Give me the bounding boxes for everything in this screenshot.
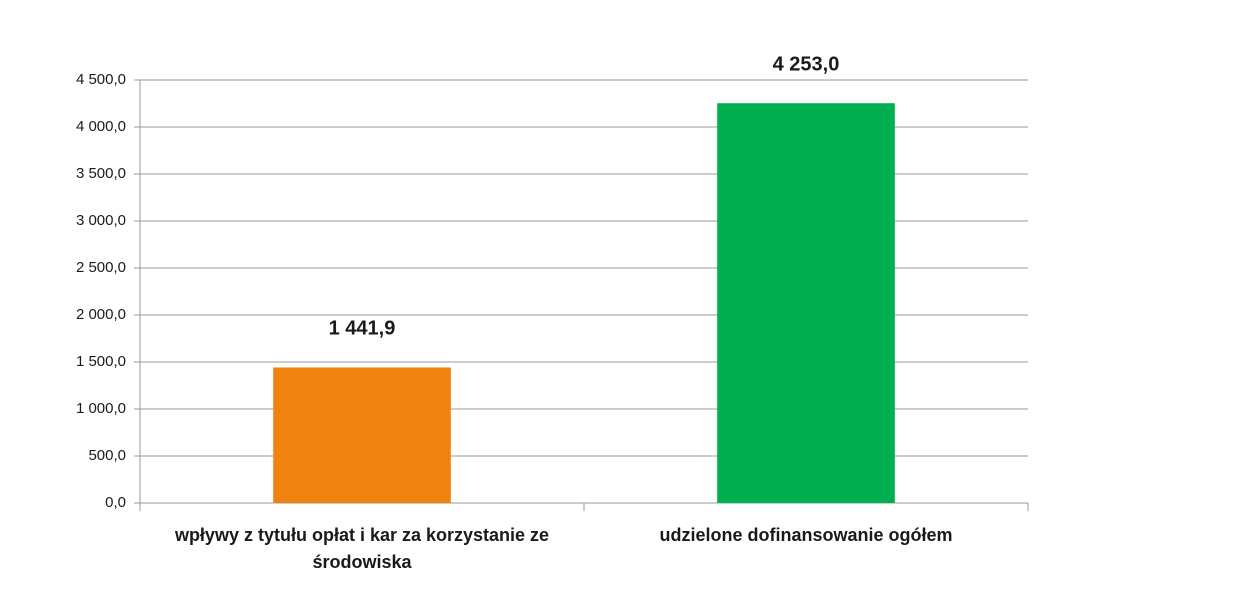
y-tick-label: 500,0 (88, 447, 126, 464)
y-tick-label: 2 500,0 (76, 259, 126, 276)
y-tick-label: 3 000,0 (76, 212, 126, 229)
data-label: 4 253,0 (773, 53, 840, 75)
y-tick-label: 4 000,0 (76, 118, 126, 135)
y-tick-label: 2 000,0 (76, 306, 126, 323)
data-label: 1 441,9 (329, 318, 396, 340)
x-tick-label: wpływy z tytułu opłat i kar za korzystan… (174, 525, 550, 572)
y-tick-label: 1 500,0 (76, 353, 126, 370)
bar (717, 103, 895, 503)
y-tick-label: 0,0 (105, 494, 126, 511)
x-tick-label: udzielone dofinansowanie ogółem (659, 525, 953, 545)
y-tick-label: 3 500,0 (76, 165, 126, 182)
bar (273, 367, 451, 503)
y-tick-label: 1 000,0 (76, 400, 126, 417)
y-tick-label: 4 500,0 (76, 71, 126, 88)
